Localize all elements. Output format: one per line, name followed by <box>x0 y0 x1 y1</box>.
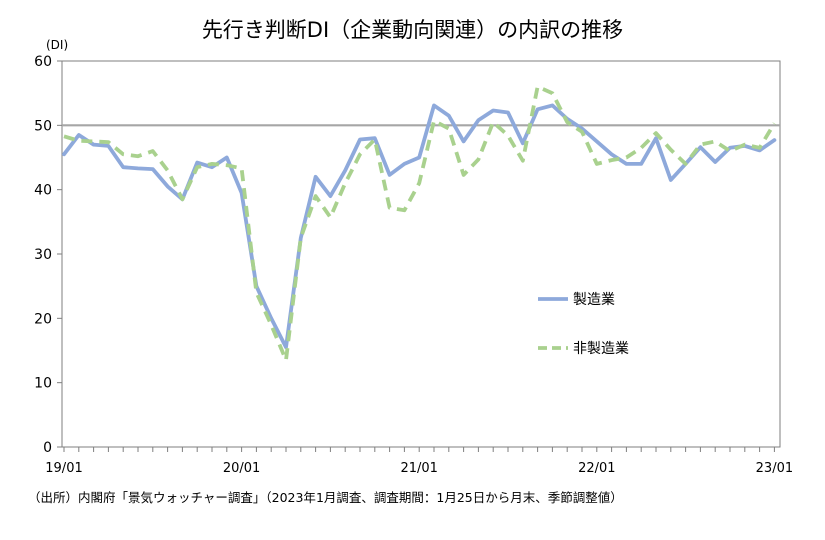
y-tick-label: 30 <box>34 247 52 263</box>
x-tick-label: 23/01 <box>756 461 793 476</box>
plot-border <box>61 60 781 448</box>
x-axis: 19/01 20/01 21/01 22/01 23/01 <box>45 447 793 476</box>
series-group <box>62 84 777 363</box>
x-tick-label: 19/01 <box>45 461 82 476</box>
y-tick-label: 50 <box>34 118 52 134</box>
chart-title: 先行き判断DI（企業動向関連）の内訳の推移 <box>201 18 624 42</box>
x-tick-label: 21/01 <box>400 461 437 476</box>
series-line-manufacturing <box>62 103 777 350</box>
y-tick-label: 60 <box>34 54 52 70</box>
source-note: （出所）内閣府「景気ウォッチャー調査」（2023年1月調査、調査期間：1月25日… <box>28 490 623 505</box>
y-tick-label: 40 <box>34 183 52 199</box>
plot-area <box>61 60 781 448</box>
legend-label: 製造業 <box>573 292 615 308</box>
y-tick-label: 20 <box>34 311 52 327</box>
y-tick-label: 10 <box>34 376 52 392</box>
y-axis-unit-label: (DI) <box>46 38 69 52</box>
y-axis: 0 10 20 30 40 50 60 <box>34 54 62 456</box>
legend-label: 非製造業 <box>573 341 629 357</box>
x-tick-label: 20/01 <box>223 461 260 476</box>
series-line-non-manufacturing <box>63 84 777 363</box>
x-tick-label: 22/01 <box>578 461 615 476</box>
y-tick-label: 0 <box>43 440 52 456</box>
